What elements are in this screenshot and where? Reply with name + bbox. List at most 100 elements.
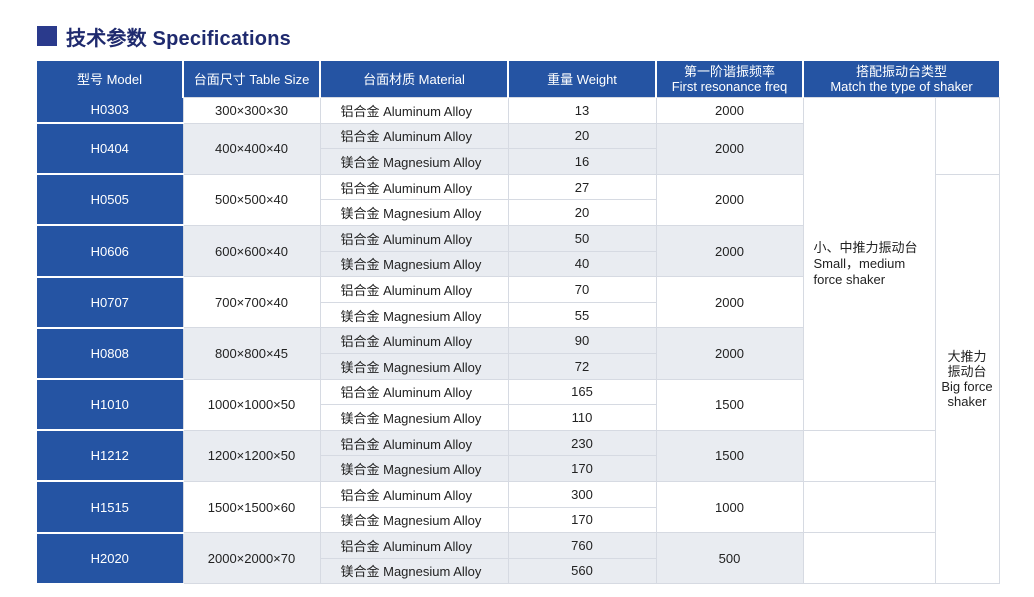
weight-cell: 170	[507, 455, 657, 482]
weight-cell: 70	[507, 276, 657, 303]
material-cell: 铝合金 Aluminum Alloy	[319, 429, 509, 457]
header-freq-en: First resonance freq	[671, 79, 788, 94]
shaker-big-cn2: 振动台	[947, 364, 987, 380]
size-cell: 1500×1500×60	[182, 480, 321, 534]
weight-cell: 165	[507, 378, 657, 406]
table-row: H1515 1500×1500×60 铝合金 Aluminum Alloy 30…	[37, 480, 999, 534]
shaker-small-cell: 小、中推力振动台 Small，medium force shaker	[802, 97, 936, 431]
model-cell: H1010	[37, 379, 183, 432]
material-cell: 铝合金 Aluminum Alloy	[319, 122, 509, 150]
shaker-big-cn1: 大推力	[947, 349, 987, 365]
header-shaker-type: 搭配振动台类型 Match the type of shaker	[803, 61, 1000, 98]
table-row: H0303 300×300×30 铝合金 Aluminum Alloy 13 2…	[37, 97, 1000, 431]
header-table-size: 台面尺寸 Table Size	[183, 61, 321, 98]
title-square-icon	[37, 26, 57, 46]
material-cell: 铝合金 Aluminum Alloy	[319, 97, 509, 124]
freq-cell: 2000	[655, 224, 804, 278]
shaker-big-cell: 大推力 振动台 Big force shaker	[934, 173, 1000, 585]
weight-cell: 13	[507, 97, 657, 124]
shaker-blank-cell	[934, 97, 1000, 175]
table-row: H1212 1200×1200×50 铝合金 Aluminum Alloy 23…	[37, 429, 999, 483]
size-cell: 1200×1200×50	[182, 429, 321, 482]
section-title-text: 技术参数 Specifications	[66, 27, 291, 50]
header-resonance-freq: 第一阶谐振频率 First resonance freq	[656, 61, 804, 98]
weight-cell: 300	[507, 480, 657, 508]
header-model: 型号 Model	[37, 61, 184, 98]
size-cell: 800×800×45	[182, 327, 321, 380]
table-row: 镁合金 Magnesium Alloy 20	[37, 199, 999, 226]
freq-cell: 2000	[655, 276, 804, 329]
table-row: 镁合金 Magnesium Alloy 72	[37, 352, 999, 380]
shaker-blank-cell	[802, 480, 936, 534]
size-cell: 1000×1000×50	[182, 378, 321, 431]
table-row: H1010 1000×1000×50 铝合金 Aluminum Alloy 16…	[37, 378, 999, 432]
material-cell: 镁合金 Magnesium Alloy	[319, 301, 509, 329]
header-shaker-en: Match the type of shaker	[830, 79, 973, 94]
material-cell: 镁合金 Magnesium Alloy	[319, 148, 509, 175]
material-cell: 镁合金 Magnesium Alloy	[319, 557, 509, 585]
freq-cell: 1000	[655, 480, 804, 534]
table-row: H0707 700×700×40 铝合金 Aluminum Alloy 70 2…	[37, 276, 999, 329]
header-weight: 重量 Weight	[508, 61, 657, 98]
freq-cell: 2000	[655, 97, 804, 124]
material-cell: 镁合金 Magnesium Alloy	[319, 352, 509, 380]
model-cell: H0303	[37, 97, 183, 125]
size-cell: 2000×2000×70	[182, 532, 321, 585]
weight-cell: 110	[507, 404, 657, 431]
weight-cell: 170	[507, 506, 657, 534]
shaker-small-en1: Small，medium	[813, 255, 906, 271]
table-row: H0606 600×600×40 铝合金 Aluminum Alloy 50 2…	[37, 224, 999, 278]
table-header-row: 型号 Model 台面尺寸 Table Size 台面材质 Material 重…	[37, 61, 1000, 98]
header-shaker-cn: 搭配振动台类型	[856, 64, 948, 79]
specifications-table: 型号 Model 台面尺寸 Table Size 台面材质 Material 重…	[37, 61, 1000, 585]
material-cell: 铝合金 Aluminum Alloy	[319, 532, 509, 559]
size-cell: 700×700×40	[182, 276, 321, 329]
header-material: 台面材质 Material	[320, 61, 509, 98]
weight-cell: 16	[507, 148, 657, 175]
material-cell: 铝合金 Aluminum Alloy	[319, 224, 509, 252]
table-row: H2020 2000×2000×70 铝合金 Aluminum Alloy 76…	[37, 532, 999, 585]
material-cell: 铝合金 Aluminum Alloy	[319, 173, 509, 201]
table-row: 镁合金 Magnesium Alloy 110	[37, 404, 999, 431]
model-cell: H0707	[37, 276, 183, 329]
material-cell: 铝合金 Aluminum Alloy	[319, 378, 509, 406]
size-cell: 400×400×40	[182, 122, 321, 175]
weight-cell: 230	[507, 429, 657, 457]
freq-cell: 1500	[655, 429, 804, 482]
freq-cell: 500	[655, 532, 804, 585]
weight-cell: 20	[507, 122, 657, 150]
material-cell: 镁合金 Magnesium Alloy	[319, 404, 509, 431]
weight-cell: 55	[507, 301, 657, 329]
freq-cell: 2000	[655, 173, 804, 226]
material-cell: 镁合金 Magnesium Alloy	[319, 199, 509, 226]
weight-cell: 72	[507, 352, 657, 380]
shaker-blank-cell	[802, 429, 936, 482]
shaker-blank-cell	[802, 532, 936, 585]
table-row: 镁合金 Magnesium Alloy 40	[37, 250, 999, 278]
freq-cell: 1500	[655, 378, 804, 431]
model-cell: H0505	[37, 174, 183, 227]
weight-cell: 27	[507, 173, 657, 201]
table-row: 镁合金 Magnesium Alloy 16	[37, 148, 999, 175]
size-cell: 600×600×40	[182, 224, 321, 278]
shaker-big-en1: Big force	[941, 379, 993, 395]
freq-cell: 2000	[655, 122, 804, 175]
shaker-big-en2: shaker	[947, 394, 987, 410]
table-row: 镁合金 Magnesium Alloy 560	[37, 557, 999, 585]
material-cell: 镁合金 Magnesium Alloy	[319, 506, 509, 534]
table-row: H0808 800×800×45 铝合金 Aluminum Alloy 90 2…	[37, 327, 999, 381]
material-cell: 镁合金 Magnesium Alloy	[319, 250, 509, 278]
header-freq-cn: 第一阶谐振频率	[683, 64, 775, 79]
weight-cell: 20	[507, 199, 657, 226]
material-cell: 铝合金 Aluminum Alloy	[319, 276, 509, 303]
weight-cell: 50	[507, 224, 657, 252]
model-cell: H1515	[37, 481, 183, 534]
model-cell: H0808	[37, 327, 183, 381]
model-cell: H1212	[37, 430, 183, 483]
material-cell: 铝合金 Aluminum Alloy	[319, 327, 509, 354]
table-row: H0505 500×500×40 铝合金 Aluminum Alloy 27 2…	[37, 173, 1000, 585]
material-cell: 铝合金 Aluminum Alloy	[319, 480, 509, 508]
freq-cell: 2000	[655, 327, 804, 380]
model-cell: H2020	[37, 532, 183, 585]
size-cell: 500×500×40	[182, 173, 321, 226]
